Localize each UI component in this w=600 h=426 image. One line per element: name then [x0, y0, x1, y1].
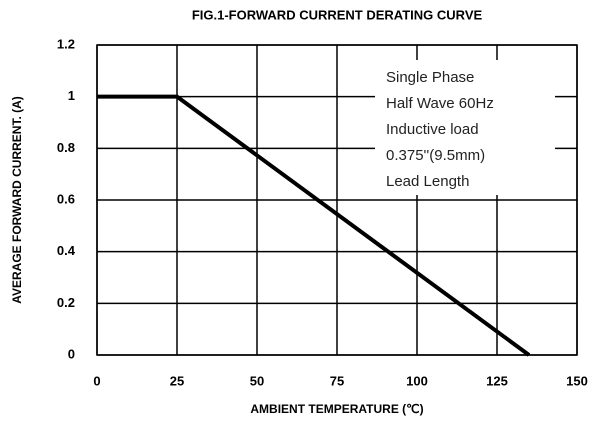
y-axis-label: AVERAGE FORWARD CURRENT. (A): [10, 96, 24, 304]
annotation-text: Single Phase: [386, 69, 474, 86]
x-tick-label: 125: [486, 373, 508, 388]
x-axis-label: AMBIENT TEMPERATURE (℃): [250, 402, 423, 416]
x-tick-label: 50: [250, 373, 264, 388]
y-tick-label: 0.2: [57, 295, 75, 310]
y-tick-label: 0: [68, 346, 75, 361]
annotation-text: Half Wave 60Hz: [386, 95, 494, 112]
y-tick-label: 1.2: [57, 36, 75, 51]
x-tick-label: 0: [93, 373, 100, 388]
chart-title: FIG.1-FORWARD CURRENT DERATING CURVE: [192, 7, 483, 22]
annotation-text: Lead Length: [386, 173, 469, 190]
plot-border: [96, 44, 578, 356]
data-line: [97, 94, 531, 357]
x-tick-label: 75: [330, 373, 344, 388]
annotation-box: [375, 60, 555, 195]
y-tick-label: 0.6: [57, 191, 75, 206]
y-tick-label: 0.4: [57, 243, 76, 258]
x-tick-label: 25: [170, 373, 184, 388]
x-tick-label: 150: [566, 373, 588, 388]
y-tick-label: 1: [68, 88, 75, 103]
x-tick-label: 100: [406, 373, 428, 388]
y-tick-label: 0.8: [57, 140, 75, 155]
annotation-text: Inductive load: [386, 121, 479, 138]
annotation-text: 0.375''(9.5mm): [386, 147, 485, 164]
